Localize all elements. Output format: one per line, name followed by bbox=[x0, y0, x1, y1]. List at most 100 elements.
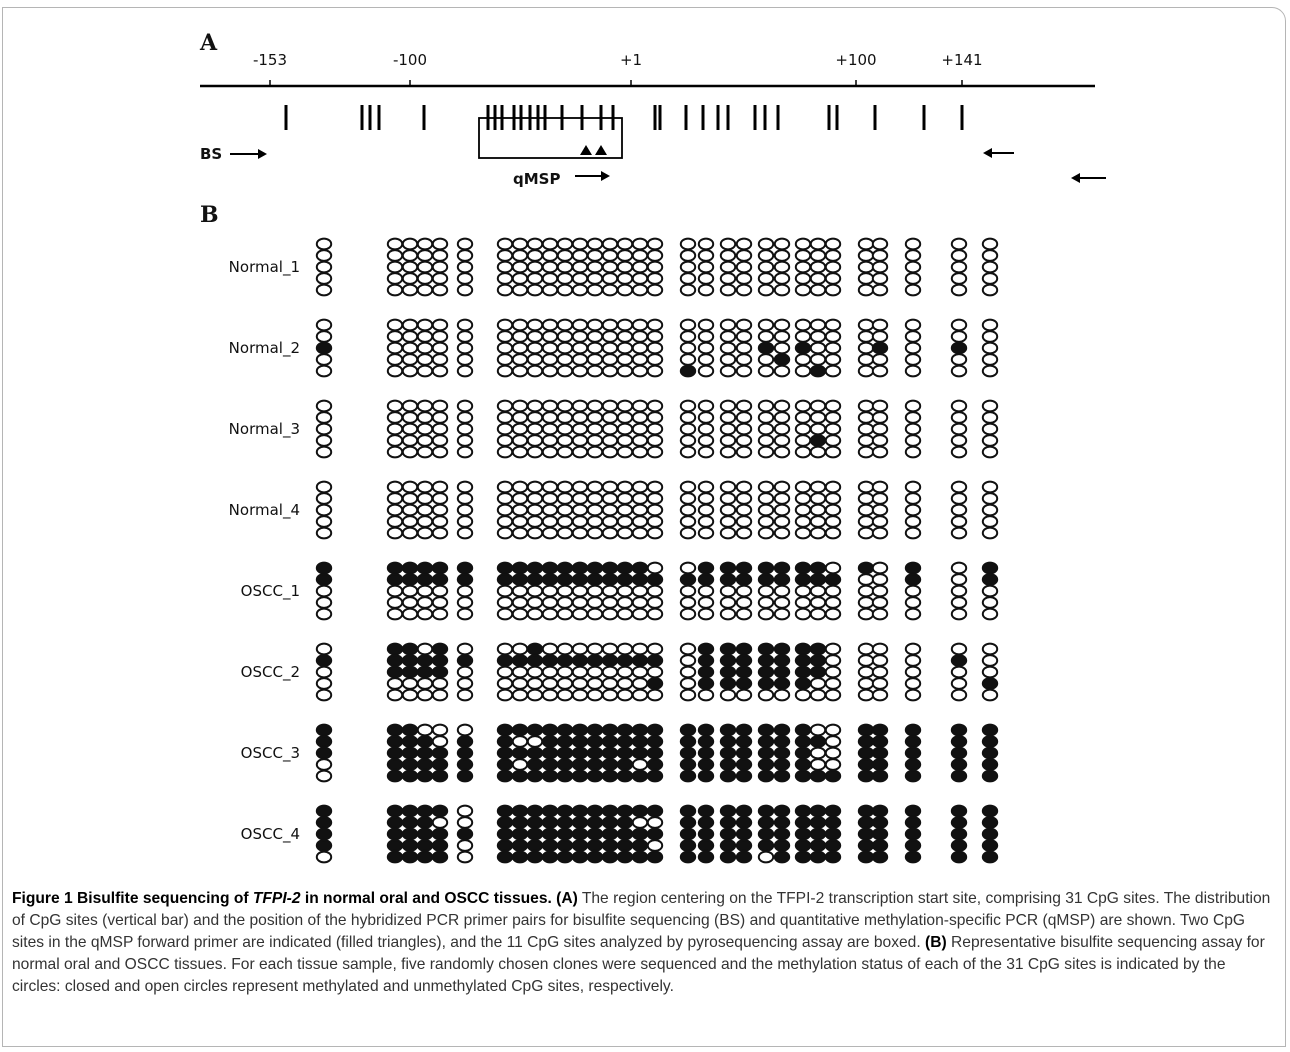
methylated-cpg-circle bbox=[646, 769, 664, 783]
methylated-cpg-circle bbox=[541, 735, 559, 748]
unmethylated-cpg-circle bbox=[719, 503, 737, 517]
unmethylated-cpg-circle bbox=[616, 445, 634, 459]
unmethylated-cpg-circle bbox=[401, 249, 419, 262]
unmethylated-cpg-circle bbox=[824, 677, 842, 690]
unmethylated-cpg-circle bbox=[679, 654, 697, 667]
unmethylated-cpg-circle bbox=[616, 526, 634, 540]
unmethylated-cpg-circle bbox=[773, 237, 791, 251]
unmethylated-cpg-circle bbox=[571, 318, 589, 332]
unmethylated-cpg-circle bbox=[809, 318, 827, 332]
methylated-cpg-circle bbox=[431, 573, 449, 586]
unmethylated-cpg-circle bbox=[697, 411, 715, 424]
methylated-cpg-circle bbox=[616, 746, 634, 760]
unmethylated-cpg-circle bbox=[401, 688, 419, 702]
methylated-cpg-circle bbox=[773, 816, 791, 829]
unmethylated-cpg-circle bbox=[571, 364, 589, 378]
unmethylated-cpg-circle bbox=[871, 654, 889, 667]
unmethylated-cpg-circle bbox=[809, 260, 827, 274]
unmethylated-cpg-circle bbox=[386, 480, 404, 494]
methylated-cpg-circle bbox=[735, 561, 753, 575]
unmethylated-cpg-circle bbox=[601, 677, 619, 690]
unmethylated-cpg-circle bbox=[601, 237, 619, 251]
unmethylated-cpg-circle bbox=[496, 688, 514, 702]
unmethylated-cpg-circle bbox=[773, 249, 791, 262]
unmethylated-cpg-circle bbox=[794, 445, 812, 459]
unmethylated-cpg-circle bbox=[401, 399, 419, 413]
methylated-cpg-circle bbox=[401, 827, 419, 841]
unmethylated-cpg-circle bbox=[794, 364, 812, 378]
methylated-cpg-circle bbox=[679, 735, 697, 748]
unmethylated-cpg-circle bbox=[496, 364, 514, 378]
methylated-cpg-circle bbox=[904, 816, 922, 829]
methylated-cpg-circle bbox=[631, 561, 649, 575]
methylated-cpg-circle bbox=[315, 827, 333, 841]
unmethylated-cpg-circle bbox=[526, 596, 544, 609]
unmethylated-cpg-circle bbox=[871, 503, 889, 517]
methylated-cpg-circle bbox=[679, 839, 697, 852]
unmethylated-cpg-circle bbox=[571, 445, 589, 459]
unmethylated-cpg-circle bbox=[871, 399, 889, 413]
methylated-cpg-circle bbox=[616, 769, 634, 783]
unmethylated-cpg-circle bbox=[824, 272, 842, 285]
unmethylated-cpg-circle bbox=[646, 596, 664, 609]
cpg-site-bar bbox=[960, 105, 964, 130]
methylated-cpg-circle bbox=[416, 839, 434, 852]
cpg-site-bar bbox=[835, 105, 839, 130]
methylated-cpg-circle bbox=[586, 561, 604, 575]
methylated-cpg-circle bbox=[431, 758, 449, 771]
methylated-cpg-circle bbox=[511, 839, 529, 852]
unmethylated-cpg-circle bbox=[757, 584, 775, 598]
methylated-cpg-circle bbox=[401, 850, 419, 864]
methylated-cpg-circle bbox=[719, 677, 737, 690]
methylated-cpg-circle bbox=[401, 735, 419, 748]
cpg-site-bar bbox=[701, 105, 705, 130]
methylated-cpg-circle bbox=[601, 573, 619, 586]
methylated-cpg-circle bbox=[456, 769, 474, 783]
unmethylated-cpg-circle bbox=[601, 364, 619, 378]
unmethylated-cpg-circle bbox=[431, 272, 449, 285]
unmethylated-cpg-circle bbox=[431, 330, 449, 343]
caption-title-suffix: in normal oral and OSCC tissues. bbox=[300, 890, 557, 907]
unmethylated-cpg-circle bbox=[556, 503, 574, 517]
unmethylated-cpg-circle bbox=[950, 665, 968, 679]
unmethylated-cpg-circle bbox=[631, 237, 649, 251]
unmethylated-cpg-circle bbox=[431, 260, 449, 274]
methylated-cpg-circle bbox=[735, 758, 753, 771]
methylated-cpg-circle bbox=[679, 850, 697, 864]
methylated-cpg-circle bbox=[526, 654, 544, 667]
unmethylated-cpg-circle bbox=[526, 283, 544, 297]
unmethylated-cpg-circle bbox=[586, 283, 604, 297]
methylated-cpg-circle bbox=[904, 758, 922, 771]
methylated-cpg-circle bbox=[757, 561, 775, 575]
unmethylated-cpg-circle bbox=[757, 480, 775, 494]
unmethylated-cpg-circle bbox=[735, 353, 753, 366]
methylated-cpg-circle bbox=[697, 839, 715, 852]
unmethylated-cpg-circle bbox=[757, 688, 775, 702]
unmethylated-cpg-circle bbox=[315, 503, 333, 517]
methylated-cpg-circle bbox=[511, 850, 529, 864]
unmethylated-cpg-circle bbox=[857, 237, 875, 251]
unmethylated-cpg-circle bbox=[456, 503, 474, 517]
unmethylated-cpg-circle bbox=[679, 249, 697, 262]
unmethylated-cpg-circle bbox=[646, 688, 664, 702]
methylated-cpg-circle bbox=[586, 827, 604, 841]
methylated-cpg-circle bbox=[773, 735, 791, 748]
unmethylated-cpg-circle bbox=[735, 260, 753, 274]
methylated-cpg-circle bbox=[401, 723, 419, 737]
unmethylated-cpg-circle bbox=[456, 665, 474, 679]
methylated-cpg-circle bbox=[719, 827, 737, 841]
methylated-cpg-circle bbox=[809, 850, 827, 864]
unmethylated-cpg-circle bbox=[401, 677, 419, 690]
methylated-cpg-circle bbox=[571, 839, 589, 852]
unmethylated-cpg-circle bbox=[679, 318, 697, 332]
methylated-cpg-circle bbox=[586, 758, 604, 771]
methylated-cpg-circle bbox=[616, 804, 634, 818]
unmethylated-cpg-circle bbox=[631, 480, 649, 494]
unmethylated-cpg-circle bbox=[697, 399, 715, 413]
unmethylated-cpg-circle bbox=[456, 850, 474, 864]
unmethylated-cpg-circle bbox=[857, 584, 875, 598]
methylated-cpg-circle bbox=[586, 723, 604, 737]
unmethylated-cpg-circle bbox=[871, 283, 889, 297]
unmethylated-cpg-circle bbox=[456, 260, 474, 274]
unmethylated-cpg-circle bbox=[496, 283, 514, 297]
